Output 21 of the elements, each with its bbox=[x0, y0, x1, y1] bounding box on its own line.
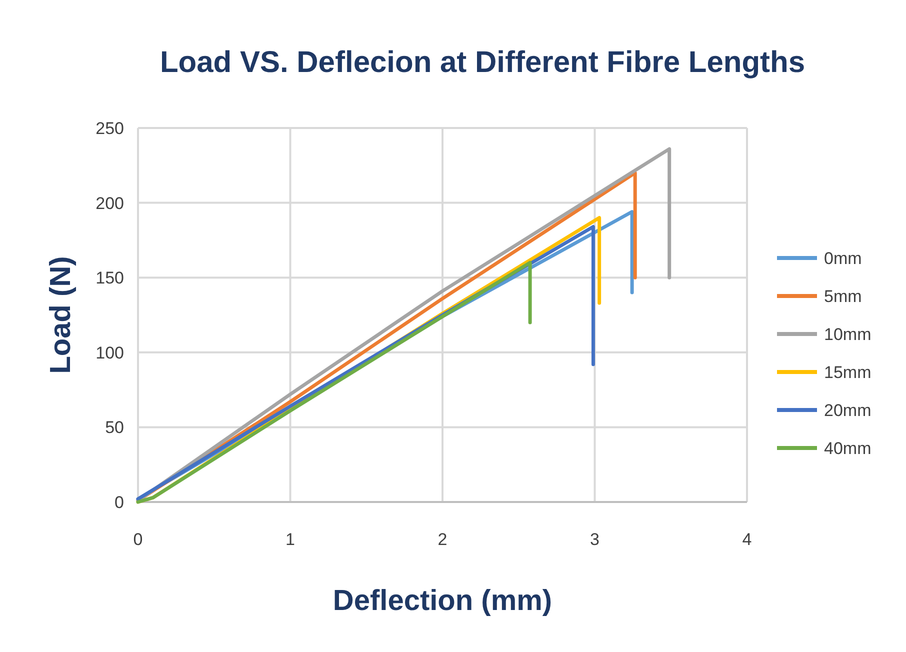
x-tick-label: 0 bbox=[133, 530, 143, 549]
y-axis-title: Load (N) bbox=[45, 256, 77, 374]
legend-label: 40mm bbox=[824, 439, 872, 458]
x-tick-label: 1 bbox=[286, 530, 295, 549]
y-tick-label: 0 bbox=[114, 493, 124, 512]
x-tick-label: 2 bbox=[438, 530, 448, 549]
legend-label: 20mm bbox=[824, 401, 872, 420]
legend-label: 0mm bbox=[824, 249, 862, 268]
y-tick-label: 100 bbox=[96, 343, 124, 362]
legend-label: 5mm bbox=[824, 287, 862, 306]
x-tick-label: 3 bbox=[590, 530, 600, 549]
line-series bbox=[136, 260, 532, 504]
y-tick-label: 250 bbox=[96, 119, 124, 138]
x-axis-title: Deflection (mm) bbox=[332, 585, 552, 617]
y-tick-label: 150 bbox=[96, 268, 124, 288]
legend-label: 10mm bbox=[824, 325, 872, 344]
y-tick-label: 200 bbox=[96, 194, 124, 213]
x-tick-label: 4 bbox=[742, 530, 752, 549]
legend-label: 15mm bbox=[824, 363, 872, 382]
y-tick-label: 50 bbox=[105, 418, 124, 438]
chart-title: Load VS. Deflecion at Different Fibre Lengths bbox=[160, 46, 806, 79]
